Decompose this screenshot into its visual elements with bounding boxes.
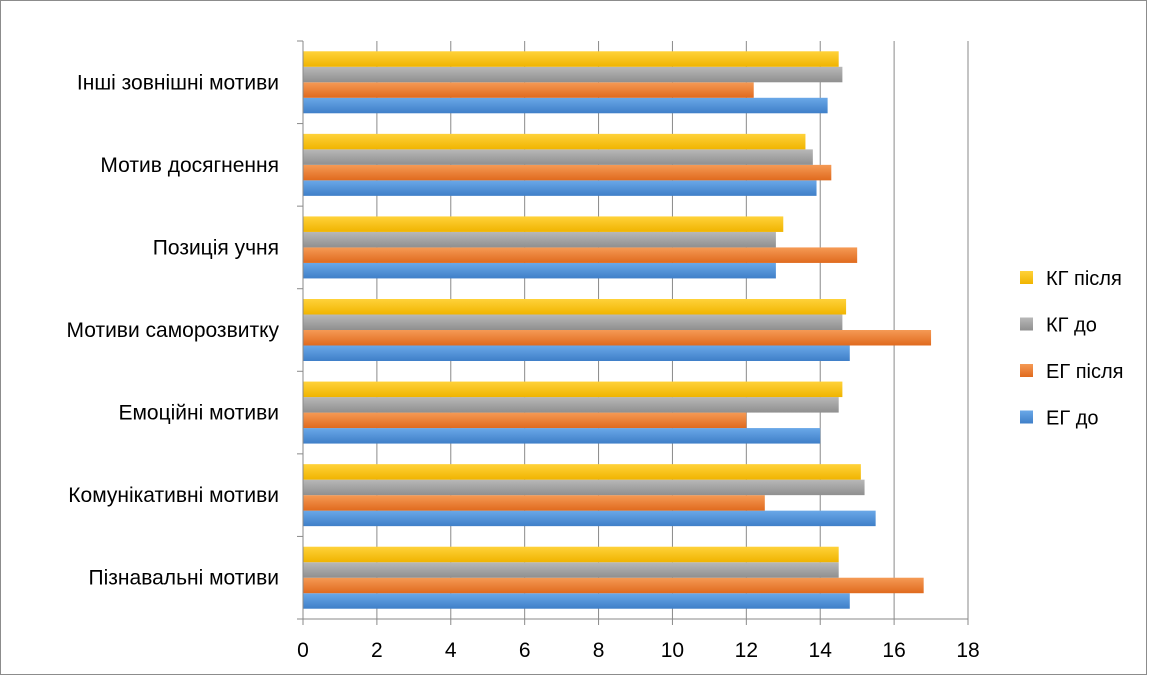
category-label: Емоційні мотиви bbox=[118, 402, 279, 425]
legend-label: ЕГ після bbox=[1046, 361, 1124, 383]
legend-swatch bbox=[1020, 271, 1033, 284]
bar-2-1 bbox=[303, 479, 865, 496]
x-tick-label: 12 bbox=[735, 639, 758, 662]
x-tick-label: 18 bbox=[956, 639, 979, 662]
bar-2-5 bbox=[303, 149, 813, 165]
bar-2-2 bbox=[303, 397, 839, 413]
bar-2-0 bbox=[303, 562, 839, 578]
bar-3-4 bbox=[303, 216, 784, 232]
x-tick-label: 2 bbox=[371, 639, 383, 662]
bar-2-6 bbox=[303, 66, 843, 83]
bar-0-0 bbox=[303, 593, 850, 609]
x-tick-label: 14 bbox=[809, 639, 833, 662]
bar-2-3 bbox=[303, 314, 843, 330]
legend-swatch bbox=[1020, 410, 1033, 424]
bar-1-0 bbox=[303, 577, 924, 594]
bar-1-5 bbox=[303, 164, 832, 181]
bar-0-5 bbox=[303, 180, 817, 196]
bar-1-4 bbox=[303, 247, 858, 263]
category-label: Інші зовнішні мотиви bbox=[77, 71, 279, 94]
legend-label: ЕГ до bbox=[1046, 408, 1099, 430]
bar-2-4 bbox=[303, 231, 776, 248]
bar-0-4 bbox=[303, 262, 776, 279]
bar-3-0 bbox=[303, 546, 839, 563]
x-tick-labels: 0 2 4 6 8 10 12 14 16 18 bbox=[297, 639, 980, 662]
bar-0-2 bbox=[303, 428, 821, 444]
axes bbox=[297, 40, 969, 625]
category-label: Позиція учня bbox=[153, 236, 279, 259]
x-tick-label: 8 bbox=[593, 639, 605, 662]
x-tick-label: 10 bbox=[661, 639, 684, 662]
legend-swatch bbox=[1020, 317, 1033, 331]
x-tick-label: 4 bbox=[445, 639, 457, 662]
category-label: Мотив досягнення bbox=[100, 154, 279, 177]
x-tick-label: 16 bbox=[882, 639, 905, 662]
bar-3-5 bbox=[303, 133, 806, 150]
x-tick-label: 6 bbox=[519, 639, 531, 662]
x-tick-label: 0 bbox=[297, 639, 309, 662]
bar-1-6 bbox=[303, 82, 754, 98]
bar-3-1 bbox=[303, 464, 861, 480]
bar-1-3 bbox=[303, 330, 932, 346]
legend-label: КГ до bbox=[1046, 315, 1097, 337]
bar-1-1 bbox=[303, 495, 765, 511]
legend: КГ після КГ до ЕГ після ЕГ до bbox=[1020, 268, 1124, 430]
legend-label: КГ після bbox=[1046, 268, 1122, 290]
bar-0-1 bbox=[303, 510, 876, 527]
bar-1-2 bbox=[303, 412, 747, 429]
bar-0-6 bbox=[303, 97, 828, 114]
category-label: Комунікативні мотиви bbox=[68, 484, 279, 507]
category-labels: Пізнавальні мотиви Комунікативні мотиви Ем… bbox=[67, 71, 280, 589]
bar-3-3 bbox=[303, 299, 847, 315]
bars bbox=[303, 51, 932, 609]
category-label: Пізнавальні мотиви bbox=[89, 567, 279, 590]
bar-3-6 bbox=[303, 51, 839, 67]
bar-0-3 bbox=[303, 345, 850, 361]
category-label: Мотиви саморозвитку bbox=[67, 319, 280, 342]
bar-3-2 bbox=[303, 381, 843, 398]
legend-swatch bbox=[1020, 364, 1033, 377]
